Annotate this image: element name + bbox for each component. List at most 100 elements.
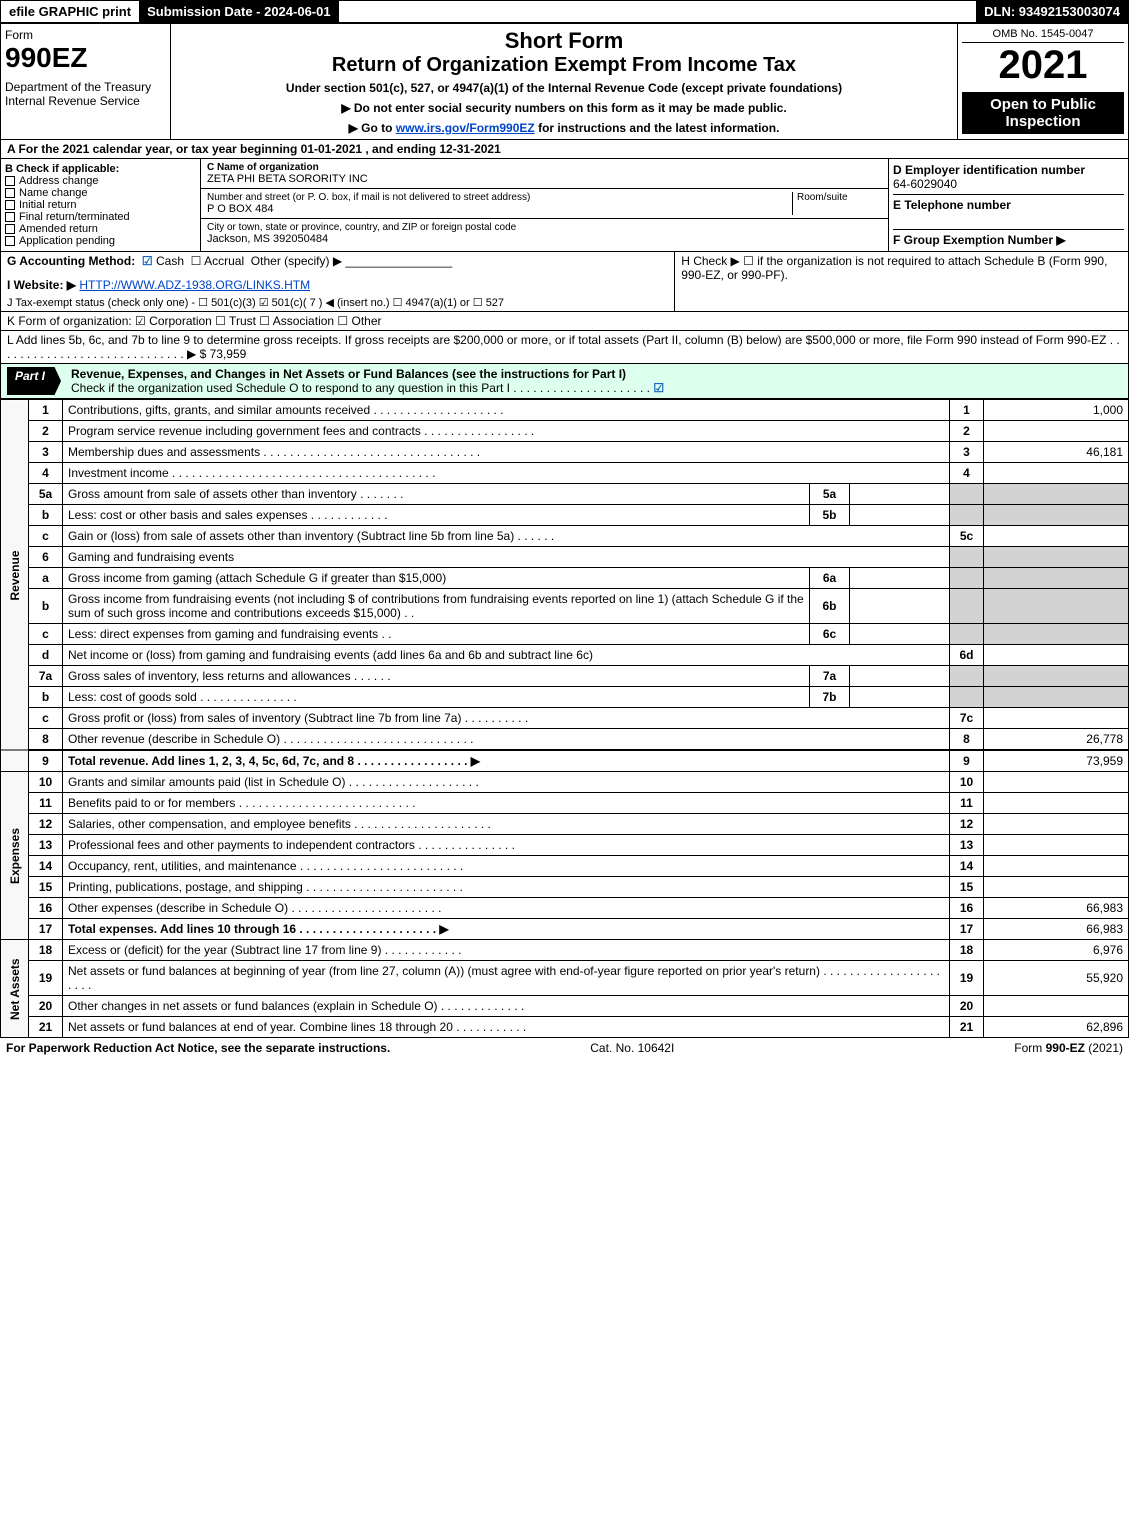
room-lbl: Room/suite [797,192,882,203]
dept-label: Department of the Treasury Internal Reve… [5,80,166,108]
desc-3: Membership dues and assessments . . . . … [63,442,950,463]
website-link[interactable]: HTTP://WWW.ADZ-1938.ORG/LINKS.HTM [79,278,310,292]
part1-chip: Part I [7,367,61,395]
box-b-title: B Check if applicable: [5,163,196,175]
desc-17: Total expenses. Add lines 10 through 16 … [63,919,950,940]
under-section-text: Under section 501(c), 527, or 4947(a)(1)… [179,81,949,95]
desc-18: Excess or (deficit) for the year (Subtra… [63,940,950,961]
desc-8: Other revenue (describe in Schedule O) .… [63,729,950,751]
desc-6b: Gross income from fundraising events (no… [63,589,810,624]
cb-lbl-name: Name change [19,187,88,199]
cb-lbl-amended: Amended return [19,223,98,235]
line-h: H Check ▶ ☐ if the organization is not r… [674,252,1128,311]
footer-right: Form 990-EZ (2021) [1014,1041,1123,1055]
desc-9: Total revenue. Add lines 1, 2, 3, 4, 5c,… [63,750,950,772]
checkbox-name-change[interactable] [5,188,15,198]
submission-date: Submission Date - 2024-06-01 [139,1,339,22]
line-g-h: G Accounting Method: ☑ Cash ☐ Accrual Ot… [0,252,1129,312]
checkbox-initial[interactable] [5,200,15,210]
cb-lbl-pending: Application pending [19,235,115,247]
footer-left: For Paperwork Reduction Act Notice, see … [6,1041,390,1055]
lines-table: Revenue 1 Contributions, gifts, grants, … [0,399,1129,1038]
desc-14: Occupancy, rent, utilities, and maintena… [63,856,950,877]
desc-11: Benefits paid to or for members . . . . … [63,793,950,814]
g-other: Other (specify) ▶ [251,254,342,268]
desc-12: Salaries, other compensation, and employ… [63,814,950,835]
desc-2: Program service revenue including govern… [63,421,950,442]
ein-val: 64-6029040 [893,177,957,191]
g-accrual: Accrual [204,254,244,268]
desc-6c: Less: direct expenses from gaming and fu… [63,624,810,645]
goto-instructions: ▶ Go to www.irs.gov/Form990EZ for instru… [179,121,949,135]
efile-label: efile GRAPHIC print [1,1,139,22]
desc-15: Printing, publications, postage, and shi… [63,877,950,898]
part1-header: Part I Revenue, Expenses, and Changes in… [0,364,1129,399]
g-cash: Cash [156,254,184,268]
check-icon: ☑ [142,254,153,268]
tax-year: 2021 [962,43,1124,88]
desc-5b: Less: cost or other basis and sales expe… [63,505,810,526]
ssn-warning: ▶ Do not enter social security numbers o… [179,101,949,115]
checkbox-pending[interactable] [5,236,15,246]
street: P O BOX 484 [207,203,792,215]
expenses-vlabel: Expenses [1,772,29,940]
desc-13: Professional fees and other payments to … [63,835,950,856]
netassets-vlabel: Net Assets [1,940,29,1038]
desc-16: Other expenses (describe in Schedule O) … [63,898,950,919]
g-label: G Accounting Method: [7,254,135,268]
group-exempt-lbl: F Group Exemption Number ▶ [893,233,1066,247]
form-number: 990EZ [5,42,166,74]
i-label: I Website: ▶ [7,278,76,292]
street-lbl: Number and street (or P. O. box, if mail… [207,192,792,203]
cb-lbl-final: Final return/terminated [19,211,130,223]
checkbox-amended[interactable] [5,224,15,234]
line-j: J Tax-exempt status (check only one) - ☐… [7,296,668,309]
city-lbl: City or town, state or province, country… [207,222,882,233]
desc-5c: Gain or (loss) from sale of assets other… [63,526,950,547]
irs-link[interactable]: www.irs.gov/Form990EZ [396,121,535,135]
revenue-vlabel: Revenue [1,400,29,751]
desc-20: Other changes in net assets or fund bala… [63,996,950,1017]
desc-6a: Gross income from gaming (attach Schedul… [63,568,810,589]
desc-6d: Net income or (loss) from gaming and fun… [63,645,950,666]
desc-6hdr: Gaming and fundraising events [63,547,950,568]
org-name-lbl: C Name of organization [207,162,319,173]
city: Jackson, MS 392050484 [207,233,882,245]
desc-10: Grants and similar amounts paid (list in… [63,772,950,793]
desc-4: Investment income . . . . . . . . . . . … [63,463,950,484]
desc-1: Contributions, gifts, grants, and simila… [63,400,950,421]
line-l: L Add lines 5b, 6c, and 7b to line 9 to … [0,331,1129,364]
checkbox-final[interactable] [5,212,15,222]
val-1: 1,000 [984,400,1129,421]
desc-5a: Gross amount from sale of assets other t… [63,484,810,505]
line-l-amount: 73,959 [206,347,246,361]
omb-number: OMB No. 1545-0047 [962,28,1124,43]
box-c: C Name of organization ZETA PHI BETA SOR… [201,159,888,251]
line-k: K Form of organization: ☑ Corporation ☐ … [0,312,1129,331]
part1-check-icon: ☑ [653,381,664,395]
part1-title: Revenue, Expenses, and Changes in Net As… [71,367,626,381]
cb-lbl-address: Address change [19,175,99,187]
desc-7b: Less: cost of goods sold . . . . . . . .… [63,687,810,708]
ln-1: 1 [29,400,63,421]
form-word: Form [5,28,166,42]
box-def: D Employer identification number 64-6029… [888,159,1128,251]
desc-7a: Gross sales of inventory, less returns a… [63,666,810,687]
desc-7c: Gross profit or (loss) from sales of inv… [63,708,950,729]
desc-21: Net assets or fund balances at end of ye… [63,1017,950,1038]
goto-prefix: ▶ Go to [349,121,396,135]
short-form-title: Short Form [179,28,949,54]
org-name: ZETA PHI BETA SORORITY INC [207,173,882,185]
checkbox-address-change[interactable] [5,176,15,186]
org-info-grid: B Check if applicable: Address change Na… [0,159,1129,252]
line-a: A For the 2021 calendar year, or tax yea… [0,140,1129,159]
tel-lbl: E Telephone number [893,198,1011,212]
top-bar: efile GRAPHIC print Submission Date - 20… [0,0,1129,23]
form-header: Form 990EZ Department of the Treasury In… [0,23,1129,140]
cb-lbl-initial: Initial return [19,199,76,211]
public-inspection-badge: Open to Public Inspection [962,92,1124,134]
desc-19: Net assets or fund balances at beginning… [63,961,950,996]
box-b: B Check if applicable: Address change Na… [1,159,201,251]
page-footer: For Paperwork Reduction Act Notice, see … [0,1038,1129,1058]
dln-label: DLN: 93492153003074 [976,1,1128,22]
